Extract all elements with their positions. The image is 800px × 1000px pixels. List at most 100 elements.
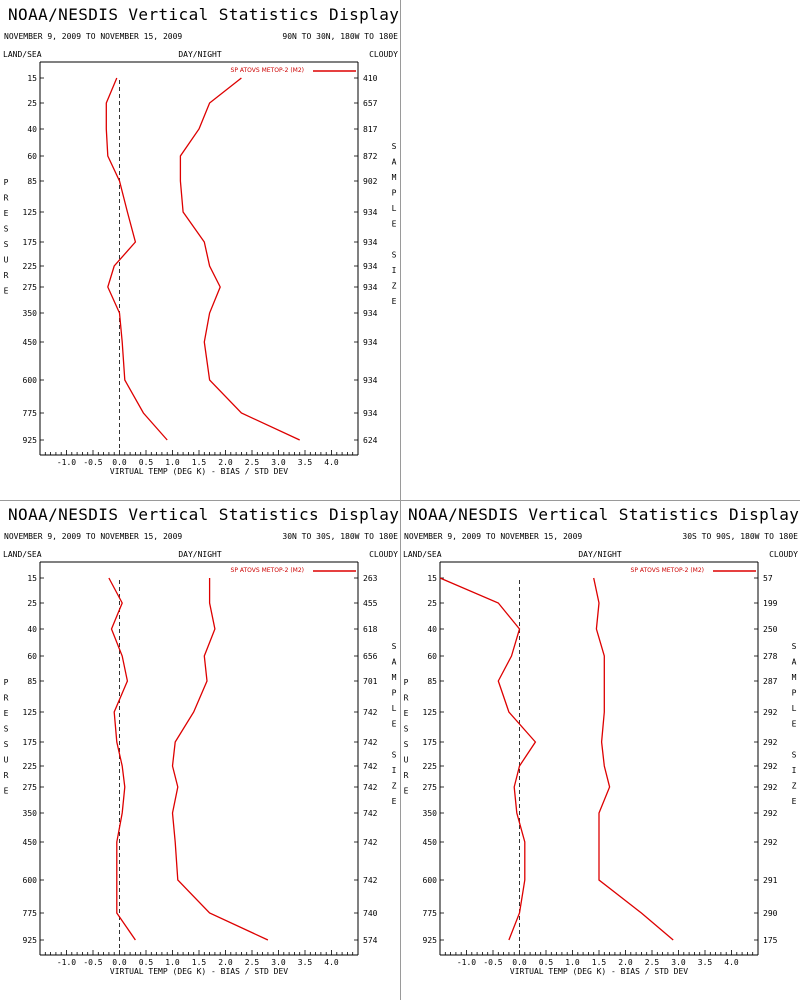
svg-text:L: L: [392, 704, 397, 713]
sample-size-label: 292: [763, 738, 778, 747]
day-night-label: DAY/NIGHT: [578, 550, 622, 559]
sample-size-label: 624: [363, 436, 378, 445]
sample-size-label: 742: [363, 708, 378, 717]
std-dev-line: [179, 77, 300, 441]
svg-text:P: P: [4, 678, 9, 687]
svg-text:S: S: [792, 751, 797, 760]
svg-text:P: P: [404, 678, 409, 687]
legend-label: SP ATOVS METOP-2 (M2): [231, 67, 304, 74]
pressure-level-label: 40: [427, 625, 437, 634]
x-tick-label: 2.5: [245, 958, 260, 967]
svg-text:E: E: [392, 220, 397, 229]
chart-title: NOAA/NESDIS Vertical Statistics Display: [8, 5, 399, 24]
sample-size-label: 902: [363, 177, 378, 186]
x-tick-label: 0.5: [539, 958, 554, 967]
pressure-level-label: 15: [27, 574, 37, 583]
pressure-level-label: 775: [23, 409, 38, 418]
pressure-level-label: 775: [23, 909, 38, 918]
svg-text:R: R: [4, 271, 9, 280]
pressure-level-label: 225: [423, 762, 438, 771]
svg-text:R: R: [404, 771, 409, 780]
x-tick-label: 3.0: [271, 958, 286, 967]
pressure-level-label: 85: [27, 177, 37, 186]
x-tick-label: 1.5: [592, 958, 607, 967]
sample-size-label: 742: [363, 838, 378, 847]
sample-size-label: 574: [363, 936, 378, 945]
svg-text:S: S: [392, 642, 397, 651]
svg-text:R: R: [4, 771, 9, 780]
pressure-level-label: 450: [23, 338, 38, 347]
svg-text:U: U: [404, 756, 409, 765]
day-night-label: DAY/NIGHT: [178, 50, 222, 59]
sample-size-label: 742: [363, 738, 378, 747]
pressure-level-label: 125: [23, 208, 38, 217]
sample-size-label: 742: [363, 762, 378, 771]
legend-label: SP ATOVS METOP-2 (M2): [231, 567, 304, 574]
x-tick-label: -0.5: [483, 958, 502, 967]
date-range: NOVEMBER 9, 2009 TO NOVEMBER 15, 2009: [4, 32, 182, 41]
date-range: NOVEMBER 9, 2009 TO NOVEMBER 15, 2009: [4, 532, 182, 541]
x-tick-label: 1.5: [192, 958, 207, 967]
sample-size-label: 934: [363, 283, 378, 292]
x-tick-label: 0.0: [112, 958, 127, 967]
sample-size-label: 292: [763, 838, 778, 847]
land-sea-label: LAND/SEA: [3, 50, 42, 59]
sample-size-label: 701: [363, 677, 378, 686]
sample-size-label: 618: [363, 625, 378, 634]
x-tick-label: 4.0: [724, 958, 739, 967]
vertical-stats-chart: NOAA/NESDIS Vertical Statistics Display N…: [3, 5, 399, 476]
pressure-level-label: 275: [23, 283, 38, 292]
svg-text:I: I: [392, 266, 397, 275]
pressure-level-label: 275: [23, 783, 38, 792]
pressure-level-label: 25: [427, 599, 437, 608]
sample-size-label: 292: [763, 708, 778, 717]
x-tick-label: -1.0: [57, 458, 76, 467]
pressure-level-label: 15: [427, 574, 437, 583]
svg-text:S: S: [392, 142, 397, 151]
svg-text:S: S: [4, 740, 9, 749]
date-range: NOVEMBER 9, 2009 TO NOVEMBER 15, 2009: [404, 532, 582, 541]
sample-size-label: 934: [363, 409, 378, 418]
sample-size-label: 175: [763, 936, 778, 945]
svg-text:E: E: [392, 797, 397, 806]
svg-text:A: A: [792, 658, 797, 667]
cloudy-label: CLOUDY: [769, 550, 798, 559]
sample-size-label: 455: [363, 599, 378, 608]
chart-title: NOAA/NESDIS Vertical Statistics Display: [408, 505, 799, 524]
sample-size-label: 872: [363, 152, 378, 161]
bias-line: [439, 577, 537, 941]
svg-text:P: P: [392, 689, 397, 698]
svg-text:E: E: [404, 787, 409, 796]
sample-size-label: 292: [763, 762, 778, 771]
x-tick-label: 4.0: [324, 458, 339, 467]
pressure-level-label: 125: [423, 708, 438, 717]
pressure-level-label: 25: [27, 599, 37, 608]
sample-size-label: 263: [363, 574, 378, 583]
vertical-stats-chart: NOAA/NESDIS Vertical Statistics Display N…: [3, 505, 399, 976]
pressure-level-label: 350: [423, 809, 438, 818]
region-label: 30S TO 90S, 180W TO 180E: [682, 532, 798, 541]
svg-text:S: S: [792, 642, 797, 651]
svg-text:A: A: [392, 658, 397, 667]
x-tick-label: 3.5: [698, 958, 713, 967]
svg-text:E: E: [4, 709, 9, 718]
x-axis-label: VIRTUAL TEMP (DEG K) - BIAS / STD DEV: [110, 467, 288, 476]
x-tick-label: -0.5: [83, 458, 102, 467]
panel-tropics: NOAA/NESDIS Vertical Statistics Display N…: [0, 500, 400, 1000]
sample-size-label: 290: [763, 909, 778, 918]
x-tick-label: -1.0: [57, 958, 76, 967]
pressure-level-label: 40: [27, 125, 37, 134]
pressure-level-label: 450: [23, 838, 38, 847]
std-dev-line: [593, 577, 674, 941]
sample-size-label: 742: [363, 876, 378, 885]
sample-size-label: 287: [763, 677, 778, 686]
cloudy-label: CLOUDY: [369, 50, 398, 59]
panel-divider-horizontal: [0, 500, 800, 501]
pressure-level-label: 175: [23, 238, 38, 247]
land-sea-label: LAND/SEA: [3, 550, 42, 559]
svg-text:S: S: [392, 751, 397, 760]
sample-size-label: 934: [363, 262, 378, 271]
